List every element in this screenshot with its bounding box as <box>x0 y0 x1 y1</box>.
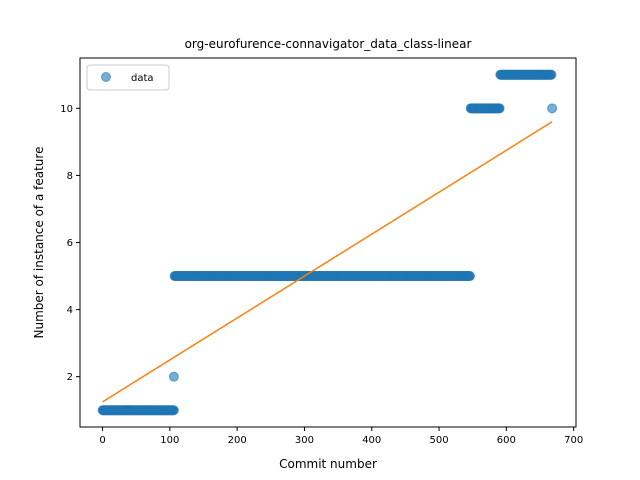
x-tick-label: 300 <box>295 435 314 446</box>
legend-marker-data <box>101 72 111 82</box>
chart-title: org-eurofurence-connavigator_data_class-… <box>185 37 472 51</box>
data-point <box>168 405 179 416</box>
data-point <box>465 271 475 282</box>
legend-box <box>86 64 170 91</box>
data-point <box>168 371 179 382</box>
y-tick-label: 10 <box>60 104 73 115</box>
data-point <box>546 69 557 80</box>
y-tick-label: 4 <box>67 305 73 316</box>
x-tick-label: 500 <box>429 435 448 446</box>
plot-area <box>97 69 558 416</box>
y-axis-label: Number of instance of a feature <box>32 147 46 339</box>
x-tick-label: 100 <box>160 435 179 446</box>
y-tick-label: 8 <box>67 171 73 182</box>
x-axis-label: Commit number <box>279 457 377 471</box>
data-point <box>547 103 558 114</box>
x-tick-label: 0 <box>99 435 105 446</box>
legend: data <box>86 64 170 91</box>
x-tick-label: 600 <box>497 435 516 446</box>
fit-line <box>102 121 553 403</box>
x-tick-label: 200 <box>228 435 247 446</box>
x-tick-label: 700 <box>564 435 583 446</box>
y-tick-label: 6 <box>67 238 73 249</box>
legend-label-data: data <box>131 73 154 84</box>
data-point <box>494 103 505 114</box>
ticks: 0 100 200 300 400 500 600 700 2 4 6 8 10 <box>60 104 583 446</box>
y-tick-label: 2 <box>67 372 73 383</box>
x-tick-label: 400 <box>362 435 381 446</box>
